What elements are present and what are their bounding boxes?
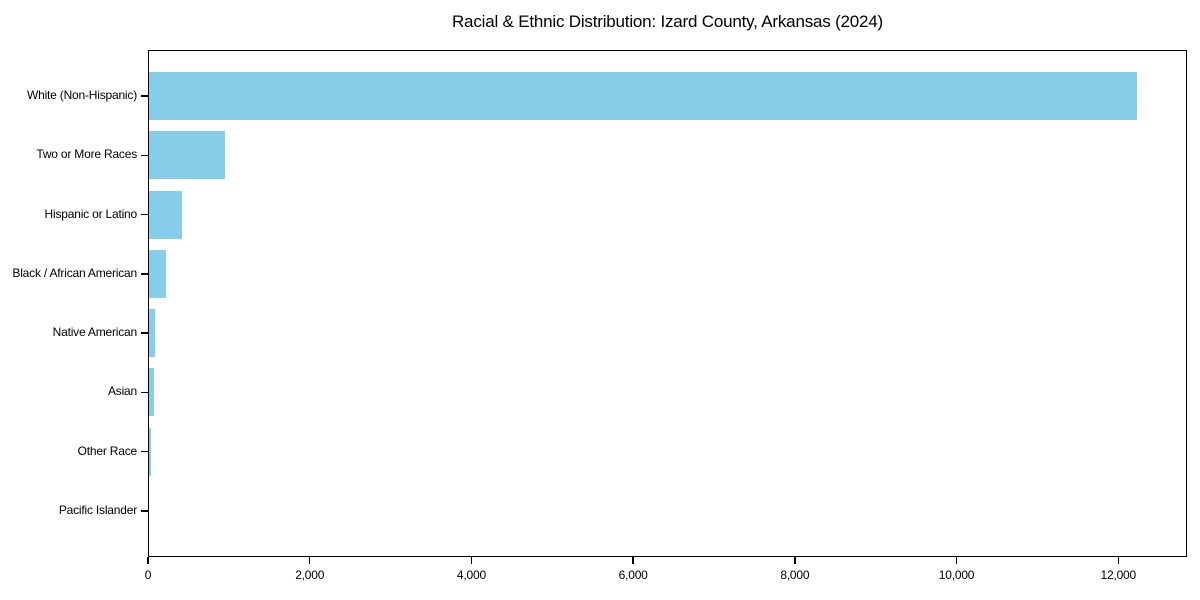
x-tick-label: 0: [144, 568, 152, 582]
y-tick-mark: [141, 450, 148, 453]
y-tick-label: Asian: [107, 384, 137, 399]
bar: [148, 190, 183, 239]
y-tick-label: Two or More Races: [36, 147, 137, 162]
x-tick-mark: [632, 557, 634, 564]
y-tick-label: Native American: [52, 325, 138, 340]
bar: [148, 249, 167, 298]
y-tick-label: Pacific Islander: [58, 502, 137, 517]
y-tick-label: Other Race: [77, 443, 138, 458]
x-tick-label: 6,000: [618, 568, 648, 582]
x-tick-mark: [794, 557, 796, 564]
plot-area: [148, 50, 1187, 557]
bar: [148, 368, 155, 417]
bar: [148, 131, 225, 180]
x-tick-label: 4,000: [456, 568, 486, 582]
x-tick-label: 10,000: [938, 568, 975, 582]
bar: [148, 72, 1138, 121]
x-tick-mark: [1117, 557, 1120, 564]
x-tick-mark: [147, 557, 149, 564]
y-tick-mark: [141, 273, 148, 275]
y-tick-mark: [141, 154, 148, 157]
y-tick-mark: [141, 95, 148, 97]
x-tick-label: 8,000: [780, 568, 810, 582]
x-tick-label: 2,000: [295, 568, 325, 582]
y-tick-mark: [141, 510, 148, 512]
y-tick-label: Hispanic or Latino: [44, 206, 138, 221]
x-tick-mark: [308, 557, 311, 564]
x-tick-mark: [955, 557, 958, 564]
y-tick-mark: [141, 332, 148, 334]
bar: [148, 427, 151, 476]
bar: [148, 309, 156, 358]
chart-title: Racial & Ethnic Distribution: Izard Coun…: [451, 12, 884, 31]
y-tick-label: White (Non-Hispanic): [26, 88, 137, 103]
y-tick-mark: [141, 213, 148, 216]
y-tick-label: Black / African American: [12, 265, 137, 280]
y-tick-mark: [141, 391, 148, 394]
x-tick-label: 12,000: [1100, 568, 1137, 582]
x-tick-mark: [470, 557, 473, 564]
